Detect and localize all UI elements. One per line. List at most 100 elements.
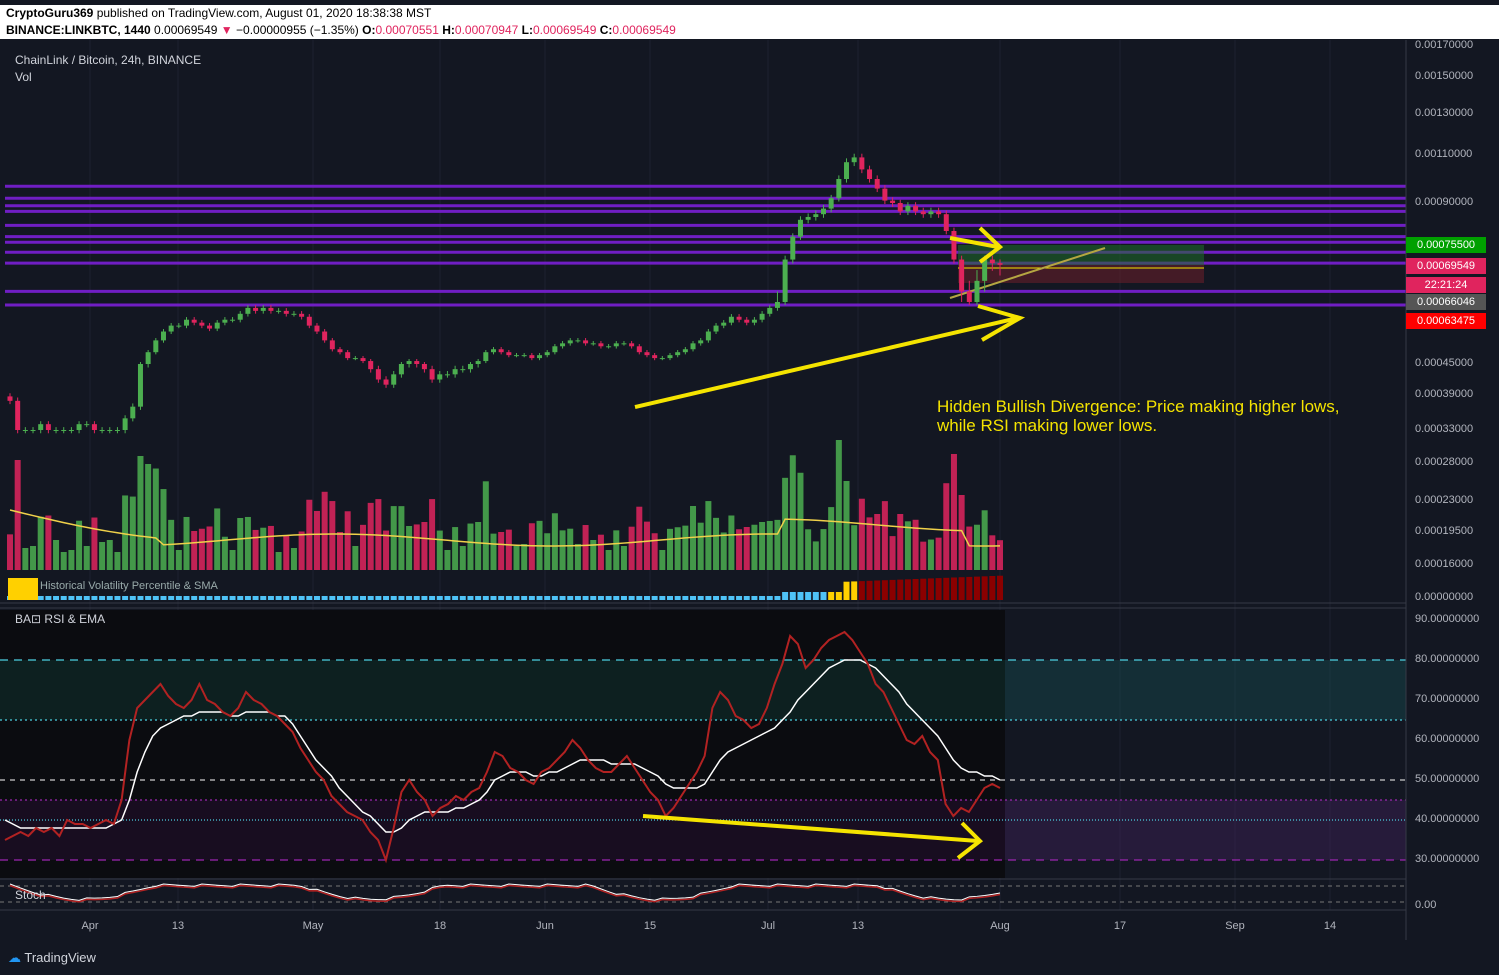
candle <box>514 355 520 357</box>
time-axis-label: 18 <box>433 920 447 932</box>
candle <box>606 346 612 348</box>
time-axis-label: 15 <box>643 920 657 932</box>
candle <box>498 349 504 353</box>
candle <box>982 259 988 281</box>
time-axis-label: 13 <box>171 920 185 932</box>
volume-bar <box>966 526 973 570</box>
hvp-bar <box>206 596 213 600</box>
price-axis-label: 0.00000000 <box>1415 591 1474 603</box>
rsi-axis-label: 80.00000000 <box>1415 653 1480 665</box>
hvp-bar <box>697 596 704 600</box>
volume-bar <box>99 542 106 570</box>
hvp-bar <box>313 596 320 600</box>
volume-bar <box>275 552 282 570</box>
candle <box>7 396 13 401</box>
volume-bar <box>244 516 251 570</box>
candle <box>99 430 105 431</box>
volume-bar <box>145 464 152 570</box>
candle <box>237 313 243 320</box>
hvp-bar <box>505 596 512 600</box>
hvp-bar <box>367 596 374 600</box>
hvp-bar <box>904 579 911 600</box>
rsi-line <box>4 630 1001 864</box>
hvp-bar <box>175 596 182 600</box>
volume-bar <box>429 499 436 570</box>
hvp-bar <box>667 596 673 600</box>
hvp-bar <box>229 596 236 600</box>
volume-bar <box>475 522 482 570</box>
candle <box>636 346 642 353</box>
rsi-axis-label: 90.00000000 <box>1415 613 1480 625</box>
hvp-bar <box>997 575 1003 600</box>
candle <box>460 369 466 371</box>
volume-bar <box>137 456 144 570</box>
hvp-bar <box>260 596 267 600</box>
candle <box>767 307 773 314</box>
candle <box>76 424 82 430</box>
volume-bar <box>459 546 466 570</box>
hvp-bar <box>912 579 919 600</box>
volume-bar <box>283 535 290 570</box>
hvp-bar <box>99 596 106 600</box>
hvp-bar <box>60 596 67 600</box>
volume-bar <box>444 550 451 570</box>
hvp-bar <box>8 578 38 600</box>
volume-bar <box>613 530 620 570</box>
hvp-bar <box>927 578 934 600</box>
candle <box>160 331 166 341</box>
publisher-name[interactable]: CryptoGuru369 <box>6 6 94 20</box>
candle <box>222 319 228 323</box>
candle <box>375 369 381 380</box>
hvp-bar <box>237 596 244 600</box>
volume-bar <box>973 524 980 570</box>
price-tag: 0.00069549 <box>1406 258 1486 274</box>
candle <box>368 361 374 370</box>
candle <box>828 198 834 209</box>
volume-bar <box>935 537 942 570</box>
rsi-band-future <box>1005 800 1406 860</box>
volume-bar <box>37 516 44 570</box>
candle <box>629 343 635 347</box>
hvp-bar <box>935 578 942 600</box>
volume-bar <box>521 544 528 570</box>
hvp-bar <box>183 596 190 600</box>
hvp-bar <box>636 596 643 600</box>
volume-bar <box>897 514 904 570</box>
hvp-bar <box>375 596 382 600</box>
tradingview-logo[interactable]: ☁ TradingView <box>8 950 96 965</box>
volume-bar <box>390 506 397 570</box>
candle <box>567 340 573 344</box>
candle <box>337 349 343 353</box>
time-axis-label: 17 <box>1113 920 1127 932</box>
hvp-bar <box>713 596 720 600</box>
hvp-bar <box>106 596 113 600</box>
stoch-k-line <box>9 883 1001 901</box>
low-value: 0.00069549 <box>532 23 597 37</box>
candle <box>176 325 182 327</box>
hvp-bar <box>551 596 558 600</box>
candle <box>84 424 90 426</box>
volume-bar <box>574 544 581 570</box>
hvp-bar <box>76 596 83 600</box>
price-axis-label: 0.00028000 <box>1415 456 1474 468</box>
candle <box>475 361 481 364</box>
volume-bar <box>114 552 121 570</box>
candle <box>790 236 796 260</box>
candle <box>544 352 550 356</box>
hvp-bar <box>528 596 535 600</box>
volume-bar <box>191 531 198 570</box>
candle <box>552 346 558 353</box>
volume-bar <box>252 529 259 570</box>
candle <box>959 259 965 292</box>
price-axis-label: 0.00039000 <box>1415 388 1474 400</box>
annotation-arrows <box>634 226 1026 860</box>
candle <box>214 322 220 329</box>
time-axis-label: Sep <box>1225 920 1245 932</box>
candle <box>943 214 949 231</box>
annotation-text: Hidden Bullish Divergence: Price making … <box>937 397 1340 435</box>
hvp-bar <box>513 596 520 600</box>
hvp-bar <box>690 596 697 600</box>
candle <box>867 169 873 179</box>
rsi-arrow <box>642 814 979 843</box>
